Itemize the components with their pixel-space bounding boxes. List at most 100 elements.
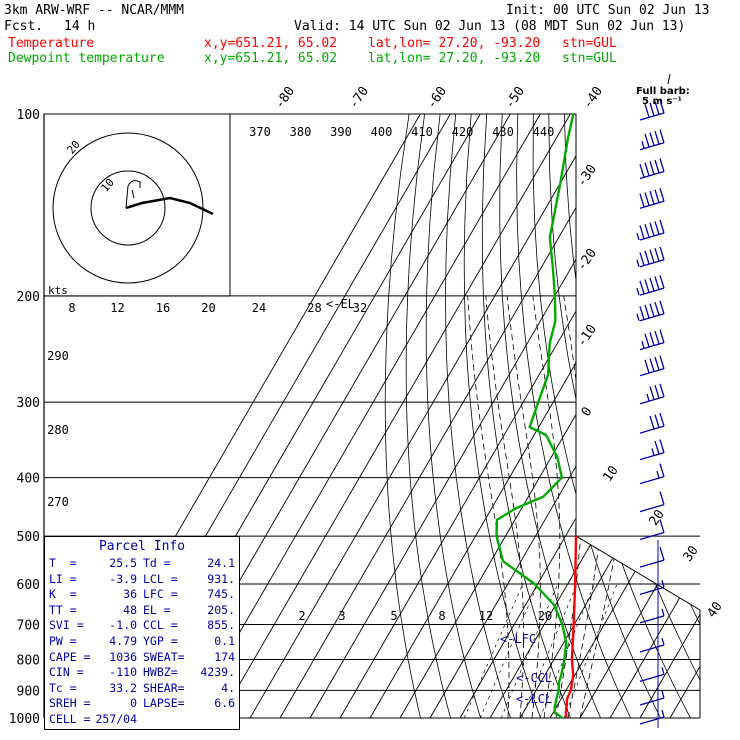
wind-barb-full: [659, 219, 665, 234]
wind-barb-half: [646, 393, 650, 402]
wind-barb-full: [639, 225, 645, 239]
dry-adiabat-line: [610, 114, 700, 719]
dry-adiabat-line: [704, 114, 740, 718]
wind-barb-full: [659, 329, 665, 343]
wind-barb-full: [659, 129, 665, 143]
pressure-tick-label: 300: [17, 396, 40, 411]
parcel-info-row: SREH = 0 LAPSE= 6.6: [49, 697, 235, 710]
isotherm-line: [489, 114, 700, 719]
dry-adiabat-line: [688, 114, 700, 719]
isotherm-line: [399, 114, 700, 719]
level-annotation: <-CCL: [516, 671, 552, 685]
wind-barb-half: [636, 232, 640, 241]
parcel-info-v1: -1.0: [109, 618, 137, 633]
dry-adiabat-line: [735, 114, 740, 718]
wind-barb-staff: [639, 644, 665, 653]
pressure-tick-label: 800: [17, 653, 40, 668]
wind-barb-full: [654, 159, 660, 174]
wind-barb-full: [659, 300, 665, 314]
temperature-tick-label: -50: [502, 84, 528, 112]
wind-barb-staff: [639, 232, 665, 241]
background-lines: [69, 114, 740, 719]
parcel-info-v2: 4239.: [200, 665, 235, 680]
wind-barb-full: [649, 161, 655, 175]
parcel-info-v2: 24.1: [207, 556, 235, 570]
wind-barb-half: [641, 341, 645, 349]
speed-tick-label: 12: [110, 301, 124, 315]
parcel-info-v1: 257/04: [95, 712, 137, 726]
dry-adiabat-line: [720, 114, 740, 718]
moist-adiabat-line: [579, 295, 642, 719]
speed-tick-label: 28: [307, 301, 321, 315]
parcel-info-v1: 36: [123, 587, 137, 602]
parcel-info-row: CELL = 257/04: [49, 713, 235, 726]
temperature-tick-label: -40: [580, 84, 606, 112]
parcel-info-k1: K =: [49, 587, 77, 602]
wind-barb-full: [644, 359, 650, 374]
wind-barb-full: [654, 440, 660, 455]
legend-dew-latlon: lat,lon= 27.20, -93.20: [368, 51, 541, 66]
dry-adiabat-line: [481, 114, 571, 719]
theta-tick-label: 390: [330, 125, 352, 139]
wind-barb-full: [654, 189, 660, 203]
parcel-info-row: CIN = -110 HWBZ= 4239.: [49, 666, 235, 679]
hodograph-units-label: kts: [48, 284, 68, 297]
parcel-info-k1: Tc =: [49, 680, 77, 695]
legend-temp-stn: stn=GUL: [562, 36, 617, 51]
wind-barb-full: [644, 279, 650, 293]
theta-tick-label: 420: [452, 125, 474, 139]
parcel-info-v1: -3.9: [109, 571, 137, 586]
wind-barb-full: [644, 133, 650, 148]
isotherm-line: [369, 114, 700, 719]
barb-legend-unit: 5 m s⁻¹: [642, 96, 682, 107]
wind-barb-full: [649, 132, 655, 146]
parcel-info-k2: LAPSE=: [143, 696, 185, 711]
wind-barb-full: [659, 439, 665, 453]
speed-tick-label: 20: [201, 301, 215, 315]
model-title: 3km ARW-WRF -- NCAR/MMM: [4, 3, 185, 18]
wind-barb: [639, 690, 665, 706]
isotherm-line: [639, 114, 700, 719]
wind-barb-full: [659, 246, 665, 260]
wind-barb-full: [644, 304, 650, 319]
wind-barb-staff: [639, 503, 665, 513]
pressure-tick-label: 500: [17, 530, 40, 545]
wind-barb-staff: [639, 396, 665, 405]
temperature-tick-label: -30: [574, 162, 600, 190]
legend-temp-xy: x,y=651.21, 65.02: [204, 36, 338, 51]
pressure-tick-label: 400: [17, 472, 40, 487]
parcel-info-v1: 0: [130, 696, 137, 711]
wind-barb: [639, 129, 665, 151]
temperature-tick-label: -10: [574, 322, 600, 350]
wind-barb-full: [639, 306, 645, 320]
parcel-info-k2: LCL =: [143, 571, 178, 586]
parcel-info-v2: 745.: [207, 587, 235, 602]
wind-barb-full: [649, 332, 655, 346]
wind-barb-full: [659, 99, 665, 114]
wind-barb-full: [639, 280, 645, 294]
wind-barb-staff: [639, 259, 665, 268]
pressure-tick-label: 100: [17, 108, 40, 123]
pressure-tick-label: 200: [17, 290, 40, 305]
parcel-info-k1: SVI =: [49, 618, 84, 633]
mixing-ratio-label: 2: [298, 609, 305, 623]
dry-adiabat-line: [595, 114, 700, 719]
parcel-info-k2: HWBZ=: [143, 665, 178, 680]
wind-barb-full: [639, 163, 645, 178]
wind-barb-full: [649, 190, 655, 205]
wind-barb: [639, 355, 665, 377]
hodograph-trace-low: [125, 180, 141, 209]
temperature-tick-label: 0: [579, 404, 596, 419]
temperature-tick-label: -70: [346, 84, 372, 112]
wind-barb: [636, 300, 665, 322]
wind-barb-full: [649, 415, 655, 430]
wind-barb-full: [654, 356, 660, 371]
wind-barb: [639, 608, 665, 624]
wind-barb-full: [654, 330, 660, 345]
wind-barb: [639, 99, 665, 121]
wind-barb-staff: [639, 342, 665, 351]
isotherm-line: [309, 114, 661, 719]
mixing-ratio-label: 3: [338, 609, 345, 623]
parcel-info-row: K = 36 LFC = 745.: [49, 588, 235, 601]
parcel-info-k1: LI =: [49, 571, 77, 586]
